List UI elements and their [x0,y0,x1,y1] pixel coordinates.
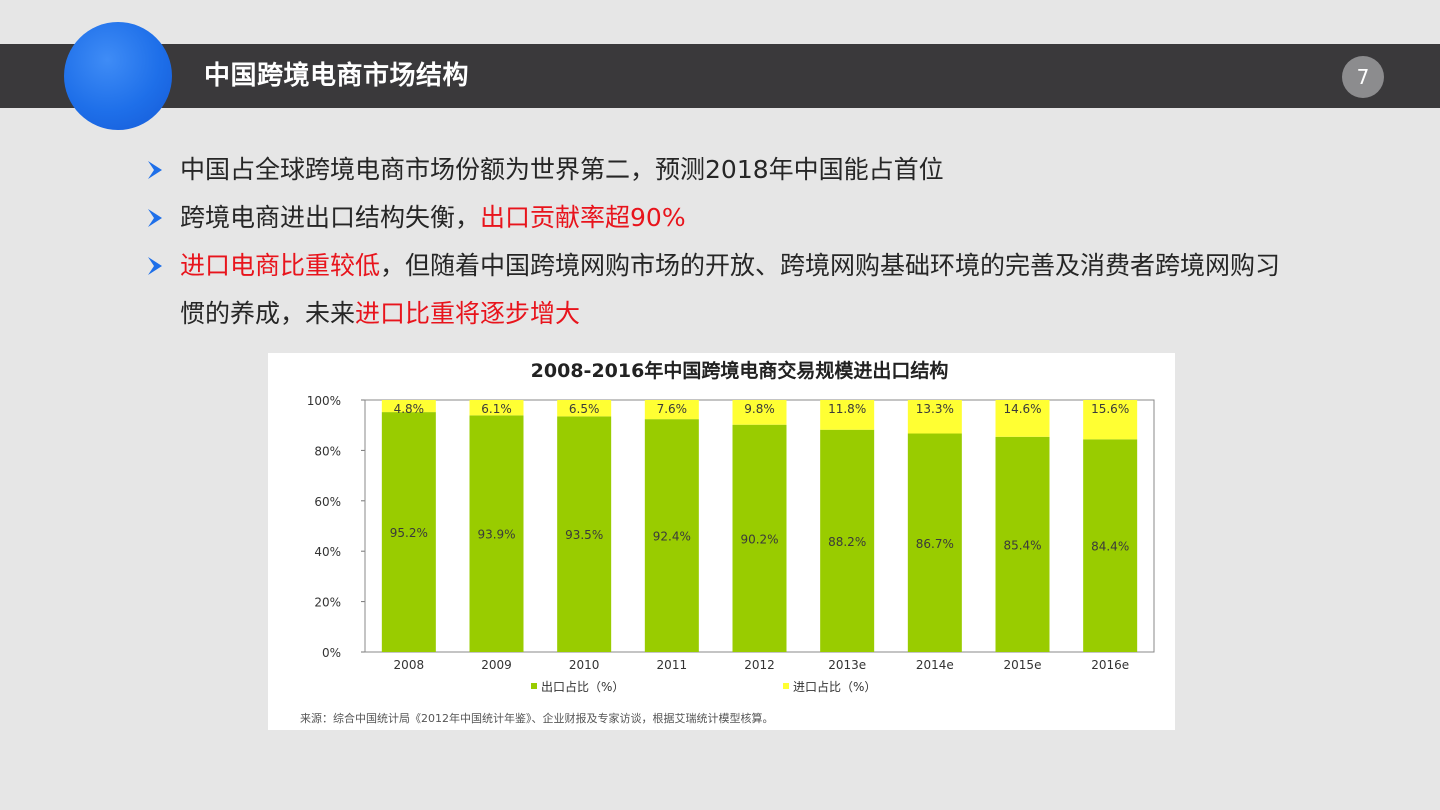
bullet-text: 中国占全球跨境电商市场份额为世界第二，预测2018年中国能占首位 [180,146,1296,194]
bar-export-2010 [557,416,612,652]
bar-export-2013e [820,429,875,652]
y-tick-label: 20% [314,596,341,610]
bar-import-2009 [469,400,524,416]
chart-source-note: 来源：综合中国统计局《2012年中国统计年鉴》、企业财报及专家访谈，根据艾瑞统计… [300,711,774,725]
bar-import-2011 [644,400,699,420]
data-label-export: 93.9% [477,528,515,542]
legend-label-import: 进口占比（%） [793,679,876,694]
highlight-text: 进口电商比重较低 [180,251,381,280]
chart-title: 2008-2016年中国跨境电商交易规模进出口结构 [531,359,949,382]
data-label-import: 4.8% [394,402,425,416]
data-label-import: 9.8% [744,402,775,416]
bullet-item: 跨境电商进出口结构失衡，出口贡献率超90% [146,194,1296,242]
y-tick-label: 60% [314,495,341,509]
bar-export-2012 [732,424,787,652]
y-tick-label: 100% [307,394,341,408]
chevron-right-icon [146,194,180,242]
x-tick-label: 2010 [569,658,600,672]
data-label-export: 88.2% [828,535,866,549]
data-label-import: 6.1% [481,402,512,416]
data-label-import: 6.5% [569,402,600,416]
decorative-circle [64,22,172,130]
bar-import-2008 [381,400,436,413]
x-tick-label: 2012 [744,658,775,672]
bullet-item: 进口电商比重较低，但随着中国跨境网购市场的开放、跨境网购基础环境的完善及消费者跨… [146,242,1296,338]
bullet-text-segment: ，但随着中国跨境网购市场的开放、跨境网购基础环境的完善及消费者跨境网购习惯的养成… [180,251,1281,328]
highlight-text: 出口贡献率超90% [480,203,686,232]
bar-export-2014e [907,433,962,652]
data-label-import: 11.8% [828,402,866,416]
data-label-export: 85.4% [1003,538,1041,552]
highlight-text: 进口比重将逐步增大 [355,299,581,328]
bar-export-2008 [381,412,436,652]
x-tick-label: 2011 [657,658,688,672]
bullet-text: 跨境电商进出口结构失衡，出口贡献率超90% [180,194,1296,242]
data-label-export: 84.4% [1091,540,1129,554]
legend-swatch-import [783,683,789,689]
data-label-export: 90.2% [740,532,778,546]
bar-export-2009 [469,415,524,652]
x-tick-label: 2016e [1091,658,1129,672]
bar-import-2015e [995,400,1050,437]
bar-import-2013e [820,400,875,430]
chevron-right-icon [146,242,180,290]
bullet-text-segment: 跨境电商进出口结构失衡， [180,203,481,232]
data-label-import: 14.6% [1003,402,1041,416]
data-label-export: 95.2% [390,526,428,540]
bar-import-2014e [907,400,962,434]
bullet-list: 中国占全球跨境电商市场份额为世界第二，预测2018年中国能占首位 跨境电商进出口结… [146,146,1296,338]
x-tick-label: 2008 [394,658,425,672]
x-tick-label: 2014e [916,658,954,672]
bar-import-2010 [557,400,612,417]
chevron-right-icon [146,146,180,194]
data-label-import: 15.6% [1091,402,1129,416]
legend-label-export: 出口占比（%） [541,679,624,694]
y-tick-label: 40% [314,545,341,559]
stacked-bar-chart: 2008-2016年中国跨境电商交易规模进出口结构 0% 20% 40% 60% 80% 1… [300,359,1155,725]
y-tick-label: 80% [314,444,341,458]
chart-image: 2008-2016年中国跨境电商交易规模进出口结构 0% 20% 40% 60% 80% 1… [268,353,1175,730]
bullet-text: 进口电商比重较低，但随着中国跨境网购市场的开放、跨境网购基础环境的完善及消费者跨… [180,242,1296,338]
data-label-import: 7.6% [657,402,688,416]
bullet-item: 中国占全球跨境电商市场份额为世界第二，预测2018年中国能占首位 [146,146,1296,194]
data-label-import: 13.3% [916,402,954,416]
bullet-text-segment: 中国占全球跨境电商市场份额为世界第二，预测2018年中国能占首位 [180,155,944,184]
bar-export-2015e [995,436,1050,652]
bar-export-2016e [1083,439,1138,652]
legend-swatch-export [531,683,537,689]
x-tick-label: 2013e [828,658,866,672]
bar-import-2016e [1083,400,1138,440]
bar-export-2011 [644,419,699,652]
data-label-export: 92.4% [653,530,691,544]
title-bar [0,44,1440,108]
y-tick-label: 0% [322,646,341,660]
data-label-export: 93.5% [565,528,603,542]
data-label-export: 86.7% [916,537,954,551]
page-number-badge: 7 [1342,56,1384,98]
x-tick-label: 2015e [1004,658,1042,672]
bar-import-2012 [732,400,787,425]
x-tick-label: 2009 [481,658,512,672]
page-title: 中国跨境电商市场结构 [204,61,470,91]
